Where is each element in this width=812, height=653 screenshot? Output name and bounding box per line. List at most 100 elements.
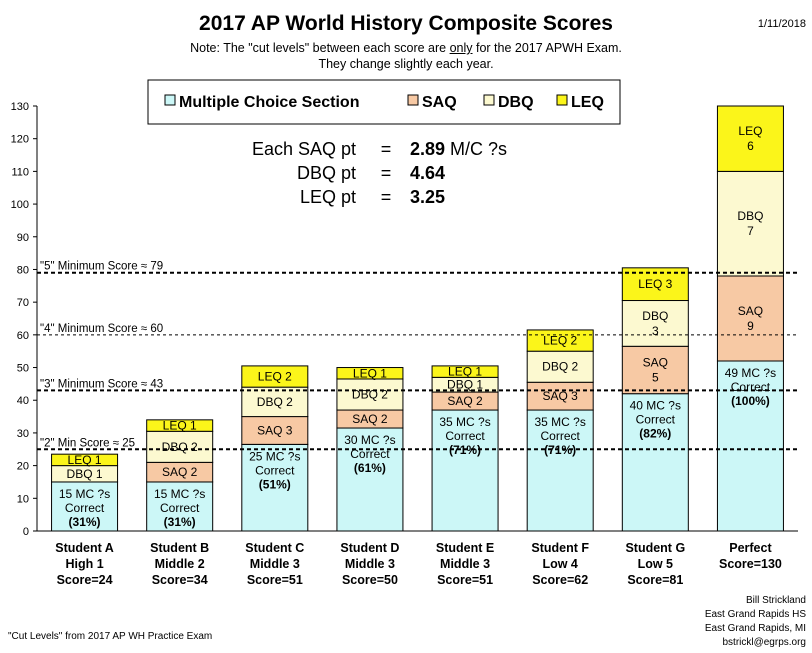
y-tick-label: 30 (17, 428, 29, 440)
bar-segment (241, 416, 309, 445)
legend-swatch (483, 94, 495, 106)
bar-segment-label: DBQ (737, 209, 763, 223)
bar-segment (431, 409, 499, 532)
bar-segment-label: 49 MC ?s (725, 366, 776, 380)
bar-segment-label: 5 (652, 370, 659, 384)
bar-segment (621, 393, 689, 532)
conversion-label: DBQ pt (297, 163, 356, 183)
bar-segment-label: 25 MC ?s (249, 449, 300, 463)
cut-level-label: "5" Minimum Score ≈ 79 (40, 261, 163, 273)
bar-segment-label: (100%) (731, 394, 770, 408)
bar-segment-label: Correct (65, 501, 105, 515)
note-text-b: for the 2017 APWH Exam. (472, 41, 622, 55)
y-tick-label: 10 (17, 493, 29, 505)
bar-segment (716, 170, 784, 277)
bar-segment (716, 360, 784, 532)
x-category-label: Score=81 (627, 573, 683, 587)
legend-swatch (164, 94, 176, 106)
x-category-label: Middle 3 (250, 557, 300, 571)
bar-segment (51, 481, 119, 532)
bar-segment-label: LEQ 1 (163, 419, 197, 433)
x-category-label: Student F (531, 541, 589, 555)
bar-segment-label: SAQ (643, 355, 668, 369)
bar-segment-label: 30 MC ?s (344, 433, 395, 447)
x-category-label: Score=51 (437, 573, 493, 587)
x-category-label: Student D (340, 541, 399, 555)
y-tick-label: 50 (17, 363, 29, 375)
bar-segment-label: 15 MC ?s (154, 487, 205, 501)
x-category-label: Score=62 (532, 573, 588, 587)
bar-segment (336, 378, 404, 411)
bar-segment-label: (82%) (639, 427, 671, 441)
bar-segment (431, 365, 499, 378)
x-category-label: High 1 (65, 557, 103, 571)
cut-level-label: "2" Min Score ≈ 25 (40, 437, 135, 449)
bar-segment-label: DBQ 1 (447, 378, 483, 392)
bar-segment-label: Correct (731, 380, 771, 394)
bar-segment (526, 409, 594, 532)
credit-line: East Grand Rapids, MI (704, 623, 806, 634)
x-category-label: Score=34 (152, 573, 208, 587)
bar-segment-label: 9 (747, 319, 754, 333)
bar-segment-label: Correct (636, 413, 676, 427)
conversion-label: Each SAQ pt (252, 139, 356, 159)
cut-level-label: "3" Minimum Score ≈ 43 (40, 378, 163, 390)
bar-segment-label: (51%) (259, 477, 291, 491)
y-tick-label: 80 (17, 264, 29, 276)
bar-segment-label: Correct (350, 447, 390, 461)
conversion-value: 4.64 (410, 163, 445, 183)
x-category-label: Student G (625, 541, 685, 555)
bar-segment-label: 35 MC ?s (439, 415, 490, 429)
bar-segment-label: DBQ 2 (257, 395, 293, 409)
bar-segment (621, 300, 689, 347)
note-line-1: Note: The "cut levels" between each scor… (0, 40, 812, 56)
bar-segment-label: LEQ 1 (68, 453, 102, 467)
credit-line: bstrickl@egrps.org (722, 637, 806, 648)
credit-line: Bill Strickland (745, 595, 806, 606)
bar-segment-label: (31%) (69, 515, 101, 529)
bar-segment-label: SAQ 2 (162, 465, 198, 479)
conversion-value: 3.25 (410, 187, 445, 207)
bar-segment-label: DBQ 2 (162, 440, 198, 454)
x-category-label: Student C (245, 541, 304, 555)
note-line-2: They change slightly each year. (318, 57, 494, 71)
bar-segment-label: LEQ 2 (258, 370, 292, 384)
bar-segment-label: 7 (747, 224, 754, 238)
author-credits: Bill Strickland East Grand Rapids HS Eas… (705, 594, 806, 650)
legend-box (147, 79, 621, 125)
x-category-label: Low 5 (638, 557, 673, 571)
bar-segment-label: LEQ 1 (353, 366, 387, 380)
conversion-unit: M/C ?s (445, 139, 507, 159)
bar-segment-label: DBQ (642, 309, 668, 323)
x-category-label: Score=130 (719, 557, 782, 571)
footer-source: "Cut Levels" from 2017 AP WH Practice Ex… (8, 631, 213, 642)
bar-segment (241, 386, 309, 418)
bar-segment-label: SAQ (738, 304, 763, 318)
bar-segment-label: LEQ 1 (448, 365, 482, 379)
x-category-label: Middle 3 (345, 557, 395, 571)
y-tick-label: 120 (11, 134, 29, 146)
bar-segment-label: SAQ 3 (257, 423, 293, 437)
bar-segment-label: Correct (445, 429, 485, 443)
bar-segment-label: 6 (747, 139, 754, 153)
legend-label: SAQ (422, 94, 457, 111)
y-tick-label: 70 (17, 297, 29, 309)
bar-segment (716, 275, 784, 362)
bar-segment-label: (71%) (544, 443, 576, 457)
bar-segment-label: 15 MC ?s (59, 487, 110, 501)
y-tick-label: 100 (11, 199, 29, 211)
bar-segment-label: DBQ 2 (542, 360, 578, 374)
x-category-label: Score=51 (247, 573, 303, 587)
bar-segment-label: Correct (160, 501, 200, 515)
x-category-label: Student B (150, 541, 209, 555)
chart-date: 1/11/2018 (757, 18, 806, 30)
y-tick-label: 90 (17, 232, 29, 244)
legend-swatch (407, 94, 419, 106)
bar-segment-label: 35 MC ?s (535, 415, 586, 429)
y-tick-label: 40 (17, 395, 29, 407)
credit-line: East Grand Rapids HS (704, 609, 806, 620)
x-category-label: Middle 2 (155, 557, 205, 571)
bar-segment-label: LEQ 2 (543, 334, 577, 348)
x-category-label: Low 4 (542, 557, 577, 571)
